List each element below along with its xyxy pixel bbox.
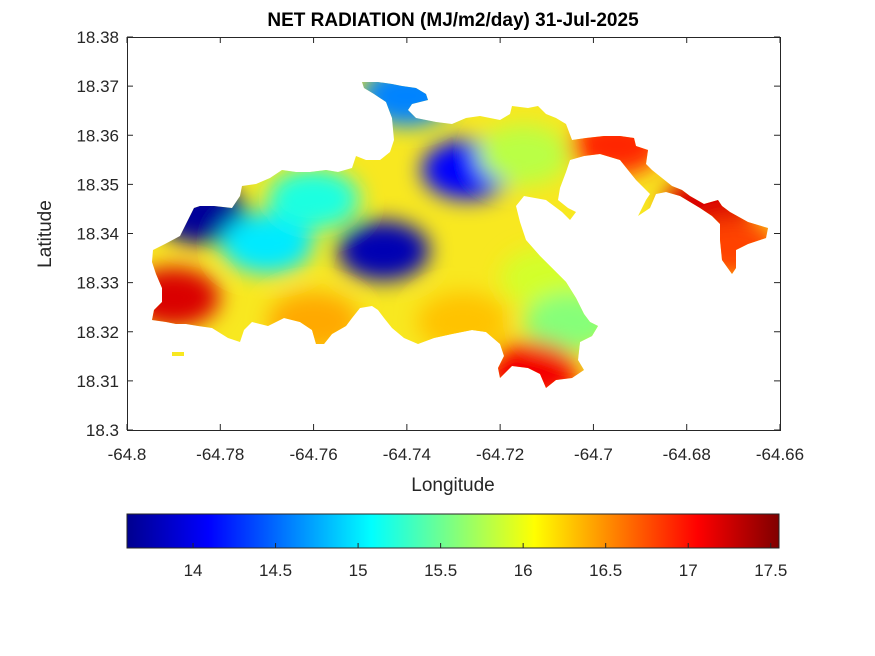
y-axis-label: Latitude <box>35 200 56 268</box>
y-tick-label: 18.34 <box>76 225 119 244</box>
colorbar-ticks: 14 14.5 15 15.5 16 16.5 17 17.5 <box>184 543 787 580</box>
colorbar-tick-label: 17 <box>679 561 698 580</box>
x-tick-label: -64.72 <box>476 445 524 464</box>
field-sample-9 <box>152 267 220 328</box>
colorbar-tick-label: 16 <box>514 561 533 580</box>
y-tick-label: 18.37 <box>76 77 119 96</box>
y-tick-label: 18.33 <box>76 274 119 293</box>
colorbar-tick-label: 16.5 <box>589 561 622 580</box>
colorbar-tick-label: 14 <box>184 561 203 580</box>
chart-title: NET RADIATION (MJ/m2/day) 31-Jul-2025 <box>267 10 639 31</box>
colorbar-tick-label: 15.5 <box>424 561 457 580</box>
x-tick-label: -64.78 <box>196 445 244 464</box>
colorbar-tick-label: 17.5 <box>754 561 787 580</box>
x-tick-label: -64.68 <box>663 445 711 464</box>
y-tick-label: 18.36 <box>76 126 119 145</box>
x-tick-label: -64.66 <box>756 445 804 464</box>
x-tick-label: -64.7 <box>574 445 613 464</box>
y-tick-label: 18.35 <box>76 175 119 194</box>
x-axis-label: Longitude <box>411 475 494 496</box>
colorbar-tick-label: 15 <box>349 561 368 580</box>
y-tick-label: 18.38 <box>76 28 119 47</box>
x-tick-label: -64.8 <box>108 445 147 464</box>
y-tick-label: 18.31 <box>76 372 119 391</box>
axis-ticks: -64.8 -64.78 -64.76 -64.74 -64.72 -64.7 -64.68… <box>76 28 804 464</box>
y-tick-label: 18.3 <box>86 421 119 440</box>
field-sample-4 <box>220 213 313 274</box>
field-sample-6 <box>477 124 570 185</box>
x-tick-label: -64.76 <box>289 445 337 464</box>
x-tick-label: -64.74 <box>383 445 431 464</box>
y-tick-label: 18.32 <box>76 323 119 342</box>
field-sample-5 <box>267 169 360 230</box>
colorbar-tick-label: 14.5 <box>259 561 292 580</box>
field-sample-0 <box>337 220 430 281</box>
colorbar <box>126 513 780 549</box>
